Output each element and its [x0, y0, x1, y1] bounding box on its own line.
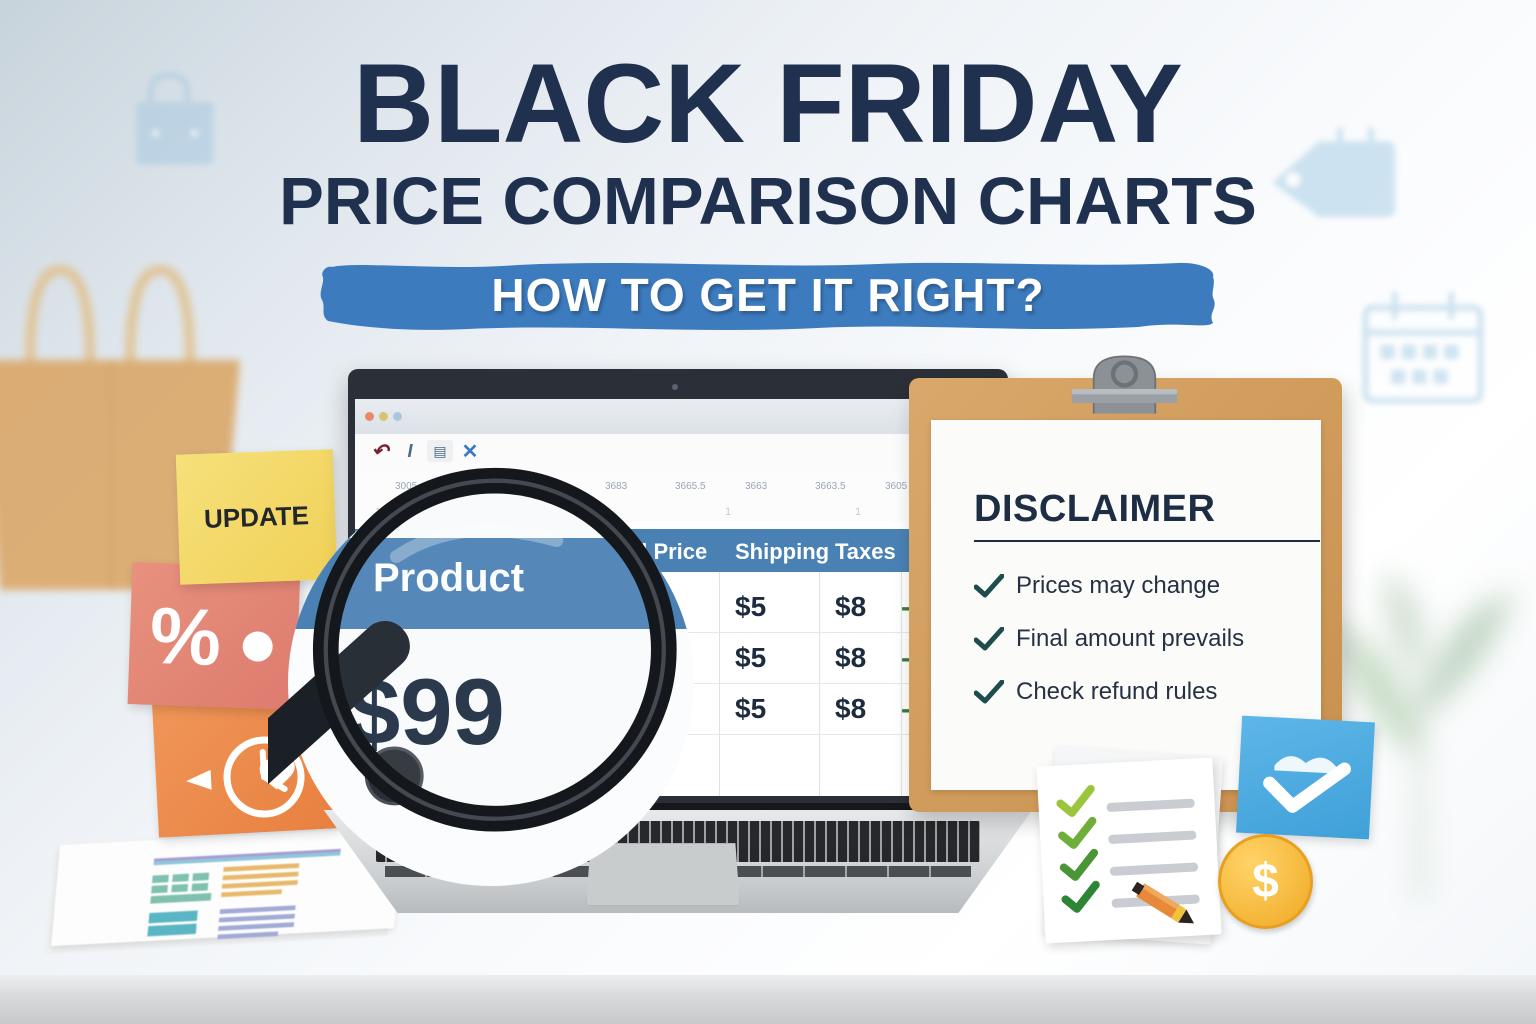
svg-text:1: 1 [855, 506, 861, 518]
svg-text:3663.5: 3663.5 [815, 481, 846, 492]
svg-text:3663: 3663 [745, 481, 768, 492]
svg-text:3605: 3605 [885, 481, 908, 492]
svg-text:%: % [148, 591, 222, 682]
